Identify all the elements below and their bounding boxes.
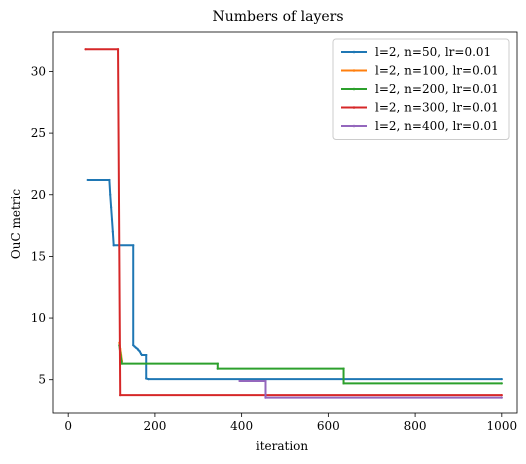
series-point-4 (84, 48, 87, 51)
x-tick-label: 1000 (487, 419, 518, 433)
y-tick-label: 10 (31, 311, 46, 325)
series-point-1 (111, 230, 114, 233)
x-tick-label: 400 (230, 419, 253, 433)
legend-marker (352, 124, 356, 128)
series-line-5 (239, 379, 502, 399)
x-axis-label: iteration (256, 439, 309, 453)
series-line-3 (118, 345, 502, 385)
series-line-4 (85, 48, 502, 397)
legend-entry: l=2, n=50, lr=0.01 (375, 45, 491, 59)
series-point-1 (138, 350, 141, 353)
series-point-1 (112, 244, 115, 247)
series-point-5 (264, 396, 267, 399)
series-point-3 (500, 382, 503, 385)
series-point-3 (216, 362, 219, 365)
series-point-3 (216, 367, 219, 370)
series-line-1 (87, 178, 502, 381)
plot-area (84, 48, 503, 399)
series-point-5 (238, 379, 241, 383)
legend: l=2, n=50, lr=0.01 l=2, n=100, lr=0.01 l=2… (332, 38, 510, 140)
x-tick-label: 800 (404, 419, 427, 433)
series-point-5 (500, 396, 503, 399)
series-point-4 (116, 48, 120, 51)
series-point-1 (147, 377, 150, 381)
series-point-1 (132, 244, 135, 247)
legend-marker (352, 50, 356, 54)
x-tick-label: 600 (317, 419, 340, 433)
y-tick-label: 25 (31, 126, 46, 140)
series-point-1 (145, 377, 148, 380)
series-point-1 (110, 205, 113, 209)
legend-entry: l=2, n=400, lr=0.01 (375, 119, 499, 133)
series-point-3 (120, 362, 124, 365)
y-tick-label: 30 (31, 64, 46, 78)
chart-title: Numbers of layers (212, 9, 343, 25)
x-tick-label: 0 (64, 419, 72, 433)
series-point-1 (110, 218, 114, 221)
plot-frame (52, 31, 518, 414)
y-tick-label: 5 (38, 373, 46, 387)
y-axis-label: OuC metric (9, 189, 23, 259)
legend-marker (352, 106, 356, 109)
legend-entry: l=2, n=300, lr=0.01 (375, 101, 499, 115)
legend-entry: l=2, n=200, lr=0.01 (375, 82, 499, 96)
series-point-1 (86, 178, 89, 182)
series-point-1 (109, 193, 112, 196)
y-tick-label: 15 (31, 249, 46, 263)
series-point-4 (119, 394, 122, 397)
legend-marker (352, 69, 356, 72)
series-point-1 (134, 346, 137, 349)
legend-marker (352, 87, 356, 91)
series-point-5 (264, 379, 267, 383)
series-point-3 (342, 382, 345, 385)
legend-box (332, 38, 510, 140)
y-axis: 5 10 15 20 25 30 (31, 64, 53, 387)
y-tick-label: 20 (31, 188, 46, 202)
series-point-3 (342, 367, 345, 370)
series-point-1 (145, 353, 148, 357)
legend-entry: l=2, n=100, lr=0.01 (375, 64, 499, 78)
series-point-1 (500, 377, 503, 381)
x-axis: 0 200 400 600 800 1000 (64, 413, 517, 433)
series-point-1 (140, 353, 143, 357)
series-point-4 (500, 394, 503, 397)
x-tick-label: 200 (143, 419, 166, 433)
series-point-1 (108, 178, 111, 182)
